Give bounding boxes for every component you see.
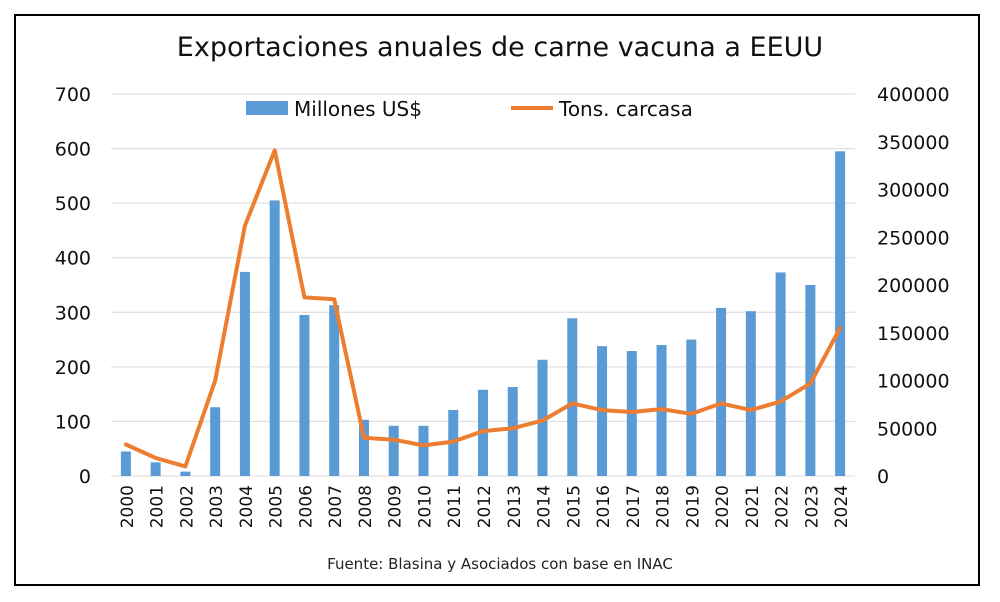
chart-title: Exportaciones anuales de carne vacuna a … xyxy=(176,32,824,63)
left-tick-label: 700 xyxy=(55,84,91,106)
x-tick-label: 2024 xyxy=(832,485,852,528)
bar-2014 xyxy=(537,359,548,476)
bar-2015 xyxy=(567,318,578,476)
left-axis-ticks: 0 100 200 300 400 500 600 700 xyxy=(55,84,91,488)
right-tick-label: 250000 xyxy=(877,227,950,249)
right-tick-label: 400000 xyxy=(877,84,950,106)
x-tick-label: 2001 xyxy=(148,485,168,528)
right-tick-label: 300000 xyxy=(877,180,950,202)
chart-frame xyxy=(14,14,980,586)
x-tick-label: 2014 xyxy=(535,485,555,528)
x-tick-label: 2013 xyxy=(505,485,525,528)
chart-source: Fuente: Blasina y Asociados con base en … xyxy=(327,555,673,573)
legend-line-label: Tons. carcasa xyxy=(558,97,693,121)
bar-2002 xyxy=(180,471,191,476)
gridlines xyxy=(111,93,855,477)
bar-2013 xyxy=(507,387,518,476)
bar-2021 xyxy=(745,311,756,476)
x-tick-label: 2022 xyxy=(773,485,793,528)
x-tick-label: 2002 xyxy=(177,485,197,528)
bar-2004 xyxy=(239,271,250,476)
bar-2019 xyxy=(686,339,697,476)
right-axis-ticks: 0 50000 100000 150000 200000 250000 300000 3500… xyxy=(877,84,950,488)
bar-2010 xyxy=(418,425,429,476)
right-tick-label: 350000 xyxy=(877,132,950,154)
x-tick-label: 2008 xyxy=(356,485,376,528)
bar-2000 xyxy=(120,451,131,476)
bar-2006 xyxy=(299,315,310,476)
bar-2007 xyxy=(329,305,340,476)
left-tick-label: 400 xyxy=(55,248,91,270)
x-tick-label: 2003 xyxy=(207,485,227,528)
bar-2020 xyxy=(716,307,727,476)
x-tick-label: 2004 xyxy=(237,485,257,528)
x-tick-label: 2016 xyxy=(594,485,614,528)
x-tick-label: 2021 xyxy=(743,485,763,528)
right-tick-label: 0 xyxy=(877,466,889,488)
x-tick-label: 2010 xyxy=(415,485,435,528)
bar-2005 xyxy=(269,200,280,476)
bar-2022 xyxy=(775,272,786,476)
x-tick-label: 2012 xyxy=(475,485,495,528)
legend-bar-swatch xyxy=(246,101,288,115)
x-tick-label: 2011 xyxy=(445,485,465,528)
bar-2024 xyxy=(835,151,846,477)
right-tick-label: 50000 xyxy=(877,418,937,440)
x-tick-label: 2015 xyxy=(564,485,584,528)
x-tick-label: 2020 xyxy=(713,485,733,528)
bar-2008 xyxy=(358,419,369,476)
left-tick-label: 300 xyxy=(55,302,91,324)
left-tick-label: 500 xyxy=(55,193,91,215)
legend: Millones US$ Tons. carcasa xyxy=(246,97,693,121)
bar-2009 xyxy=(388,425,399,476)
x-tick-label: 2000 xyxy=(118,485,138,528)
x-tick-label: 2006 xyxy=(296,485,316,528)
left-tick-label: 100 xyxy=(55,411,91,433)
x-tick-label: 2017 xyxy=(624,485,644,528)
x-axis-ticks: 2000 2001 2002 2003 2004 2005 2006 2007 2008 2009… xyxy=(118,485,852,528)
x-tick-label: 2007 xyxy=(326,485,346,528)
left-tick-label: 0 xyxy=(79,466,91,488)
x-tick-label: 2019 xyxy=(683,485,703,528)
right-tick-label: 150000 xyxy=(877,323,950,345)
x-tick-label: 2018 xyxy=(654,485,674,528)
x-tick-label: 2005 xyxy=(267,485,287,528)
bar-2003 xyxy=(210,407,221,476)
x-tick-label: 2009 xyxy=(386,485,406,528)
bar-2001 xyxy=(150,462,161,476)
left-tick-label: 600 xyxy=(55,139,91,161)
x-tick-label: 2023 xyxy=(802,485,822,528)
legend-bar-label: Millones US$ xyxy=(294,97,422,121)
right-tick-label: 100000 xyxy=(877,371,950,393)
right-tick-label: 200000 xyxy=(877,275,950,297)
left-tick-label: 200 xyxy=(55,357,91,379)
line-series-path xyxy=(123,148,843,469)
